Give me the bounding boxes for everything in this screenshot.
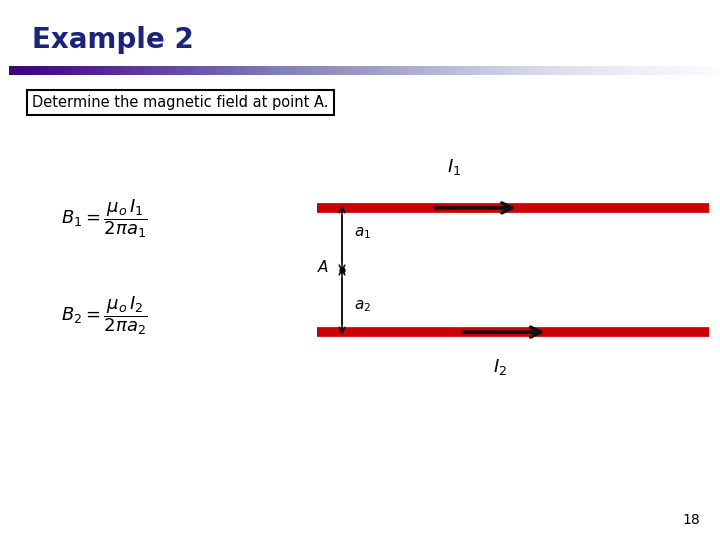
Text: $I_2$: $I_2$ [493,357,508,377]
Text: Example 2: Example 2 [32,26,194,55]
Text: $a_2$: $a_2$ [354,299,372,314]
Text: Determine the magnetic field at point A.: Determine the magnetic field at point A. [32,95,329,110]
Text: 18: 18 [682,512,700,526]
Text: $a_1$: $a_1$ [354,226,372,241]
Text: $B_2 = \dfrac{\mu_o\, I_2}{2\pi a_2}$: $B_2 = \dfrac{\mu_o\, I_2}{2\pi a_2}$ [61,295,148,337]
Text: $I_1$: $I_1$ [446,157,461,177]
Text: $B_1 = \dfrac{\mu_o\, I_1}{2\pi a_1}$: $B_1 = \dfrac{\mu_o\, I_1}{2\pi a_1}$ [61,198,148,240]
Text: $A$: $A$ [317,259,329,275]
